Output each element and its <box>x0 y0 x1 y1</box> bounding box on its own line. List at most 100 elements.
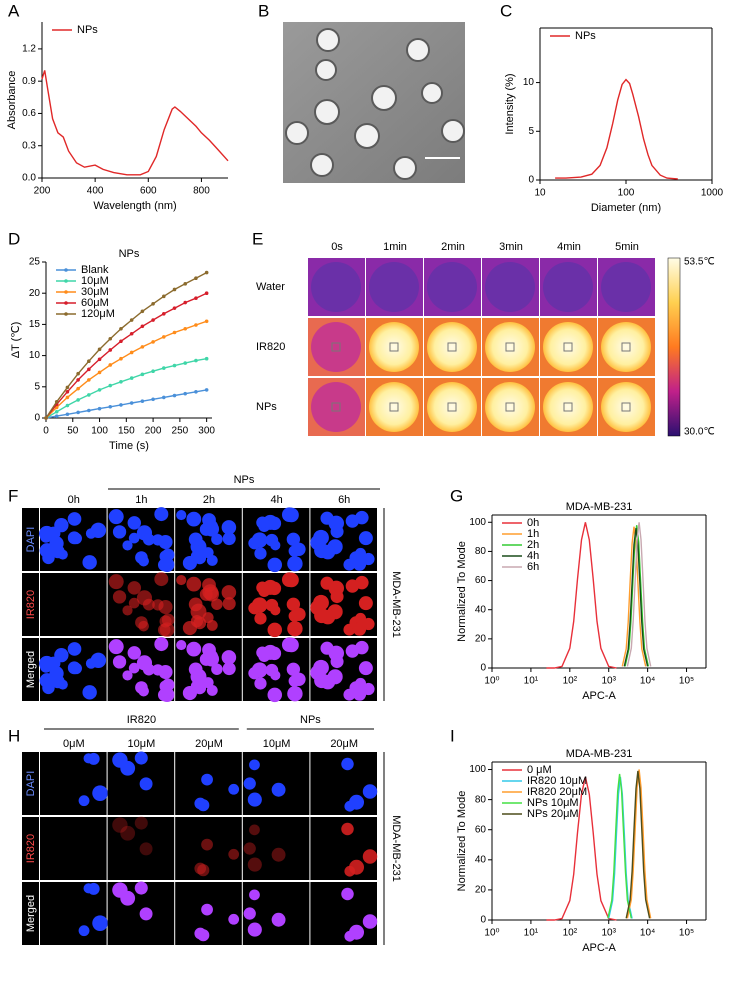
row-label-strip <box>22 508 39 571</box>
marker <box>172 306 177 310</box>
chart-title: MDA-MB-231 <box>566 501 633 513</box>
group-label: NPs <box>234 474 255 486</box>
cell <box>186 641 202 657</box>
cell <box>186 576 202 592</box>
cell <box>284 637 299 653</box>
cell <box>211 663 223 675</box>
marker <box>194 358 198 363</box>
series-line <box>626 769 652 919</box>
cell <box>362 784 378 799</box>
marker <box>108 348 113 352</box>
cell <box>202 547 214 559</box>
row-label-strip <box>22 752 39 815</box>
panel-label: C <box>500 1 512 20</box>
row-label: IR820 <box>256 341 285 353</box>
cell <box>221 585 237 600</box>
cell <box>92 653 104 665</box>
cell <box>39 655 55 672</box>
crosshair <box>389 342 399 352</box>
x-tick-label: 50 <box>67 426 79 437</box>
thermal-well <box>427 322 477 372</box>
marker <box>140 324 145 329</box>
cell <box>193 551 207 565</box>
marker <box>162 335 166 339</box>
x-axis-label: APC-A <box>582 942 616 954</box>
cell <box>201 903 213 916</box>
x-tick-label: 10⁵ <box>679 928 694 939</box>
marker <box>119 326 123 331</box>
marker <box>108 404 113 409</box>
cell <box>286 532 301 546</box>
marker <box>204 319 209 324</box>
marker <box>97 370 102 375</box>
marker <box>97 347 102 352</box>
cell <box>292 542 306 556</box>
cell <box>362 552 375 566</box>
cell <box>122 540 133 551</box>
marker <box>172 363 177 368</box>
y-axis-label: ΔT (℃) <box>10 322 22 359</box>
cell <box>349 924 365 940</box>
cell <box>142 533 155 546</box>
cell <box>228 913 240 925</box>
marker <box>65 412 70 417</box>
cell <box>57 679 68 690</box>
series-line <box>625 770 651 919</box>
colorbar-max-label: 53.5℃ <box>684 257 715 268</box>
marker <box>87 359 91 364</box>
x-tick-label: 100 <box>91 426 108 437</box>
legend-marker <box>64 268 68 272</box>
crosshair <box>505 402 515 412</box>
y-tick-label: 80 <box>475 794 487 805</box>
legend-label: NPs <box>77 24 98 36</box>
cell <box>211 533 223 545</box>
thermal-well <box>601 382 651 432</box>
marker <box>54 409 59 414</box>
marker <box>97 357 102 362</box>
cell <box>330 655 344 669</box>
column-label: 0h <box>68 494 80 506</box>
cell <box>270 540 281 551</box>
cell <box>221 650 237 665</box>
row-label-strip <box>22 638 39 701</box>
series-line <box>41 70 229 176</box>
crosshair <box>331 402 341 412</box>
marker <box>97 406 102 411</box>
legend-label: NPs 20μM <box>527 808 579 820</box>
cell <box>193 616 207 630</box>
cell <box>194 797 207 810</box>
thermal-well <box>427 262 477 312</box>
series-line <box>45 389 207 419</box>
cell <box>159 622 175 638</box>
marker <box>129 350 134 355</box>
cell <box>292 607 306 621</box>
colorbar-min-label: 30.0℃ <box>684 427 715 438</box>
x-tick-label: 400 <box>87 186 104 197</box>
legend-label: 2h <box>527 539 539 551</box>
y-tick-label: 15 <box>29 319 41 330</box>
legend-marker <box>64 301 68 305</box>
marker <box>44 416 48 420</box>
cell <box>139 907 153 921</box>
cell <box>83 753 94 764</box>
marker <box>194 389 198 394</box>
cell <box>39 525 55 542</box>
x-tick-label: 10² <box>563 676 578 687</box>
marker <box>129 376 134 380</box>
column-label: 1h <box>135 494 147 506</box>
x-axis-label: APC-A <box>582 690 616 702</box>
cell <box>341 822 354 836</box>
cell <box>202 643 216 657</box>
cell <box>108 639 124 655</box>
cell <box>341 757 354 771</box>
thermal-well <box>485 382 535 432</box>
cell <box>154 637 169 652</box>
x-tick-label: 600 <box>140 186 157 197</box>
column-label: 20μM <box>195 738 223 750</box>
cell <box>287 556 303 572</box>
column-label: 5min <box>615 241 639 253</box>
marker <box>76 386 80 391</box>
cell <box>251 662 268 678</box>
marker <box>151 302 155 306</box>
cell <box>202 513 216 527</box>
